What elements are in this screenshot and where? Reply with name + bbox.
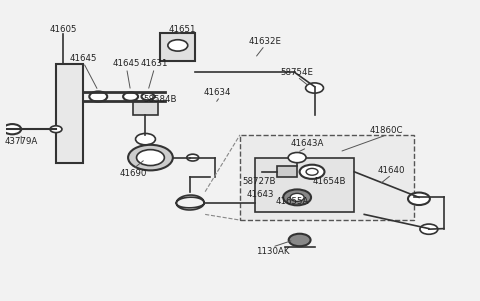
Text: 41690: 41690 [120, 169, 147, 178]
Text: 41643A: 41643A [290, 139, 324, 148]
Circle shape [135, 133, 156, 145]
Circle shape [168, 40, 188, 51]
Circle shape [123, 92, 138, 101]
Circle shape [288, 153, 306, 163]
Bar [255, 158, 354, 212]
Text: 41643: 41643 [246, 190, 274, 199]
Text: 41640: 41640 [378, 166, 405, 175]
Circle shape [300, 165, 324, 179]
Circle shape [290, 193, 304, 201]
Circle shape [187, 154, 199, 161]
Text: 41654B: 41654B [312, 177, 346, 186]
Text: 58754E: 58754E [281, 68, 313, 77]
Circle shape [89, 92, 107, 102]
Text: 1130AK: 1130AK [255, 247, 289, 256]
Circle shape [50, 126, 62, 133]
Text: 41634: 41634 [204, 88, 231, 97]
Circle shape [283, 189, 311, 205]
Circle shape [288, 234, 311, 246]
Bar [240, 135, 414, 220]
Circle shape [306, 83, 324, 93]
Circle shape [3, 124, 21, 134]
Text: 43779A: 43779A [4, 138, 38, 147]
Text: 58727B: 58727B [242, 177, 276, 186]
Bar [160, 33, 195, 61]
Text: 41645: 41645 [70, 54, 97, 63]
Bar [56, 64, 84, 163]
Text: 41651: 41651 [169, 25, 196, 34]
Text: 41632E: 41632E [248, 37, 281, 46]
Text: 41860C: 41860C [370, 126, 403, 135]
Text: 41631: 41631 [141, 59, 168, 68]
Circle shape [136, 150, 164, 166]
Circle shape [306, 168, 318, 175]
Text: 41655A: 41655A [276, 197, 309, 206]
Text: 58584B: 58584B [144, 95, 177, 104]
Circle shape [408, 193, 430, 205]
Text: 41645: 41645 [113, 59, 140, 68]
Bar [277, 166, 297, 178]
Text: 41605: 41605 [50, 25, 77, 34]
Bar [133, 101, 158, 115]
Circle shape [128, 145, 173, 170]
Circle shape [420, 224, 438, 234]
Circle shape [142, 93, 155, 100]
